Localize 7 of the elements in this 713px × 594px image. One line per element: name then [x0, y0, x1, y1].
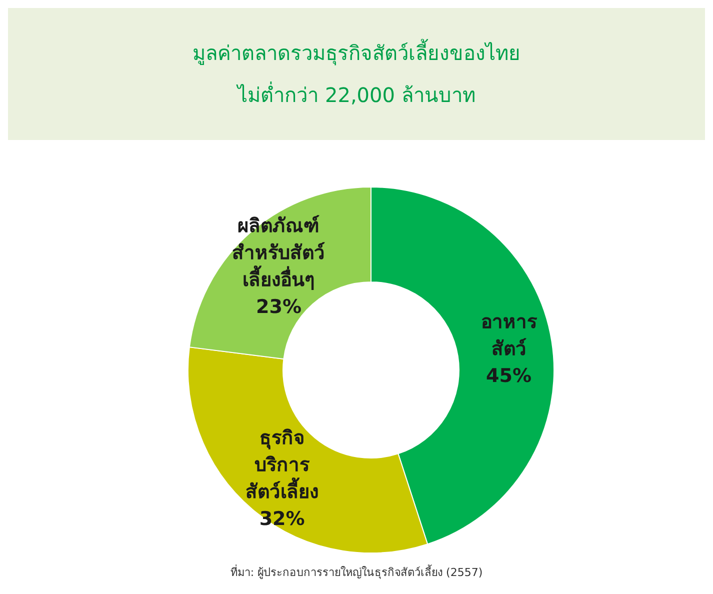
data-label: 45% — [486, 365, 532, 388]
data-label: 23% — [256, 296, 302, 318]
slice-label: อาหาร สัตว์ — [480, 311, 538, 360]
chart-subtitle: ไม่ต่ำกว่า 22,000 ล้านบาท — [236, 81, 476, 107]
text: ที่มา: ผู้ประกอบการรายใหญ่ในธุรกิจสัตว์เลี้ยง (2557) — [230, 564, 483, 579]
chart-title: มูลค่าตลาดรวมธุรกิจสัตว์เลี้ยงของไทย — [192, 39, 520, 66]
slice-label: ธุรกิจ บริการ สัตว์เลี้ยง — [246, 426, 319, 503]
